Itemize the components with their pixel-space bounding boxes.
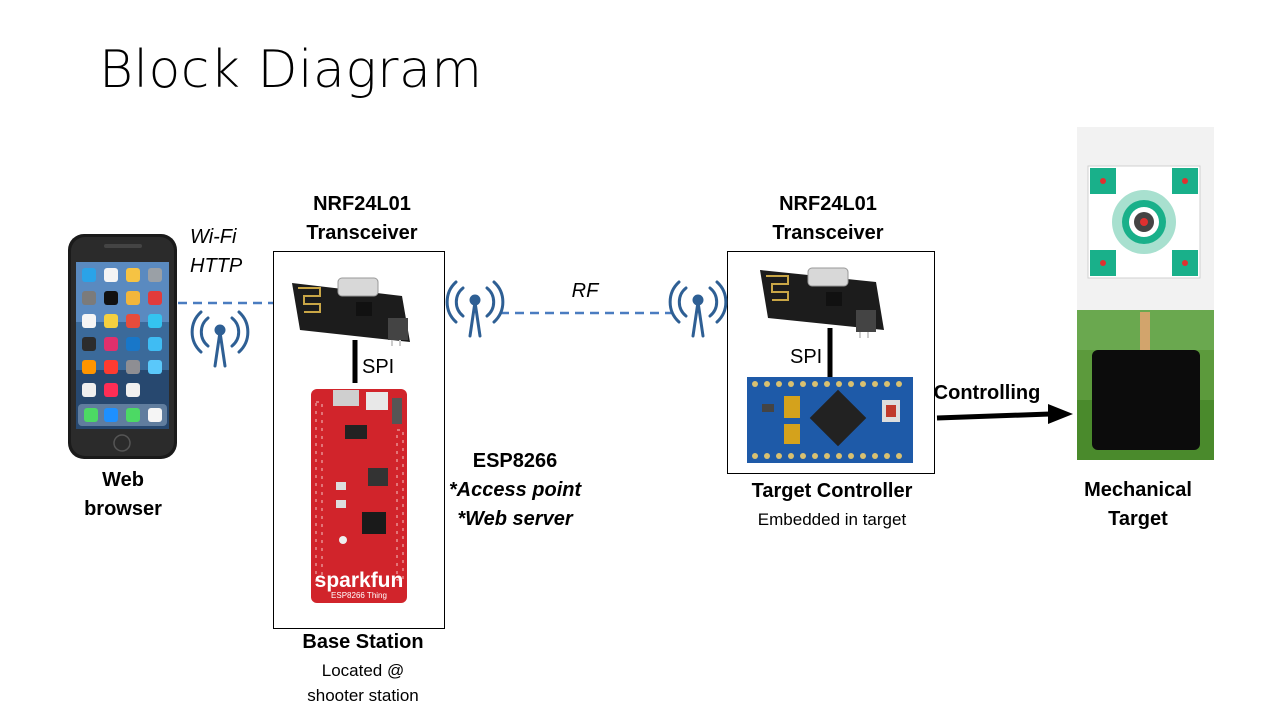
mechanical-target-label: Mechanical Target: [1068, 476, 1208, 534]
controlling-arrow: [936, 404, 1073, 424]
wifi-label: Wi-Fi: [190, 226, 237, 248]
target-transceiver-label: NRF24L01 Transceiver: [750, 190, 906, 248]
web-browser-label-line1: Web: [102, 469, 144, 491]
nrf24l01-module-icon: [760, 267, 884, 338]
board-brand-text: sparkfun: [315, 569, 404, 592]
rf-label: RF: [571, 280, 599, 302]
arduino-pro-mini-board-icon: [747, 377, 913, 463]
web-browser-label: Web browser: [63, 466, 183, 524]
base-transceiver-label: NRF24L01 Transceiver: [284, 190, 440, 248]
target-controller-subtitle: Embedded in target: [757, 510, 907, 529]
base-station-location-line2: shooter station: [307, 686, 419, 705]
esp8266-line1: ESP8266: [472, 450, 558, 472]
base-spi-label: SPI: [362, 356, 395, 378]
antenna-icon: [190, 310, 250, 368]
nrf24l01-module-icon: [292, 277, 410, 346]
base-station-location-line1: Located @: [321, 661, 405, 680]
wifi-http-label: Wi-Fi HTTP: [190, 223, 254, 281]
base-transceiver-line1: NRF24L01: [313, 193, 411, 215]
antenna-icon: [445, 280, 505, 338]
mechanical-target-line2: Target: [1108, 508, 1168, 530]
board-model-text: ESP8266 Thing: [331, 591, 387, 600]
mechanical-target-line1: Mechanical: [1084, 479, 1192, 501]
base-station-name: Base Station: [302, 631, 424, 653]
target-spi-label: SPI: [790, 346, 823, 368]
smartphone-icon: [68, 234, 177, 459]
target-transceiver-line2: Transceiver: [772, 222, 884, 244]
web-browser-label-line2: browser: [84, 498, 162, 520]
base-station-location: Located @ shooter station: [273, 658, 453, 708]
antenna-icon: [668, 280, 728, 338]
target-controller-name: Target Controller: [751, 480, 913, 502]
esp8266-line3: *Web server: [457, 508, 573, 530]
base-transceiver-line2: Transceiver: [306, 222, 418, 244]
http-label: HTTP: [190, 255, 243, 277]
sparkfun-esp8266-board-icon: sparkfun ESP8266 Thing: [311, 389, 407, 603]
page-title: Block Diagram: [99, 40, 483, 100]
mechanical-target-photo: [1077, 127, 1214, 460]
esp8266-label: ESP8266 *Access point *Web server: [445, 447, 585, 534]
target-transceiver-line1: NRF24L01: [779, 193, 877, 215]
esp8266-line2: *Access point: [448, 479, 582, 501]
controlling-label: Controlling: [933, 382, 1041, 404]
